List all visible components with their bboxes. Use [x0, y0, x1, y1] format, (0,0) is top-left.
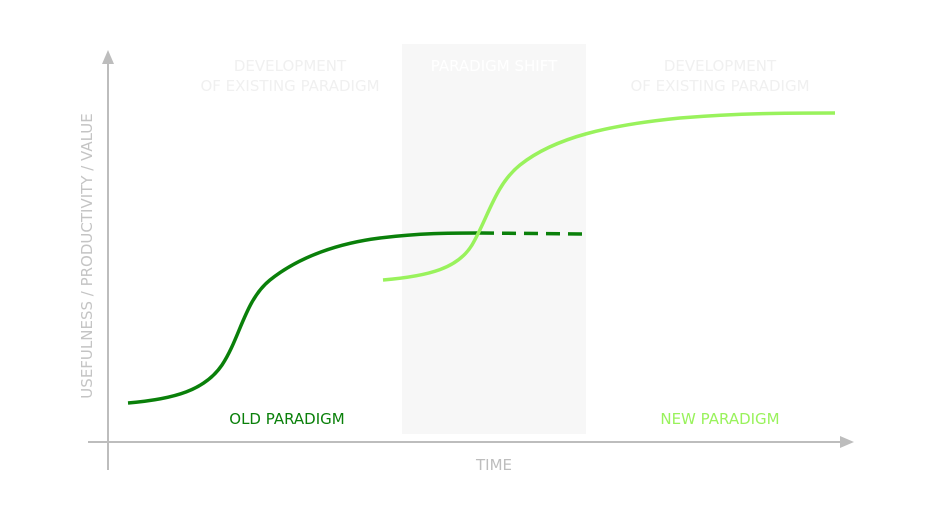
- x-axis-arrow-icon: [840, 436, 854, 448]
- y-axis-label: USEFULNESS / PRODUCTIVITY / VALUE: [78, 113, 96, 398]
- development-left-line2: OF EXISTING PARADIGM: [200, 77, 379, 95]
- new-paradigm-curve: [382, 111, 836, 282]
- old-paradigm-curve: [127, 231, 481, 405]
- development-right-line1: DEVELOPMENT: [664, 57, 777, 75]
- old-paradigm-projection-dashed: [479, 231, 588, 236]
- new-paradigm-label: NEW PARADIGM: [660, 410, 779, 428]
- y-axis-arrow-icon: [102, 50, 114, 64]
- paradigm-shift-region: [402, 44, 586, 434]
- development-left-line1: DEVELOPMENT: [234, 57, 347, 75]
- old-paradigm-label: OLD PARADIGM: [229, 410, 344, 428]
- x-axis-label: TIME: [475, 456, 512, 474]
- development-right-line2: OF EXISTING PARADIGM: [630, 77, 809, 95]
- paradigm-shift-label: PARADIGM SHIFT: [431, 57, 558, 75]
